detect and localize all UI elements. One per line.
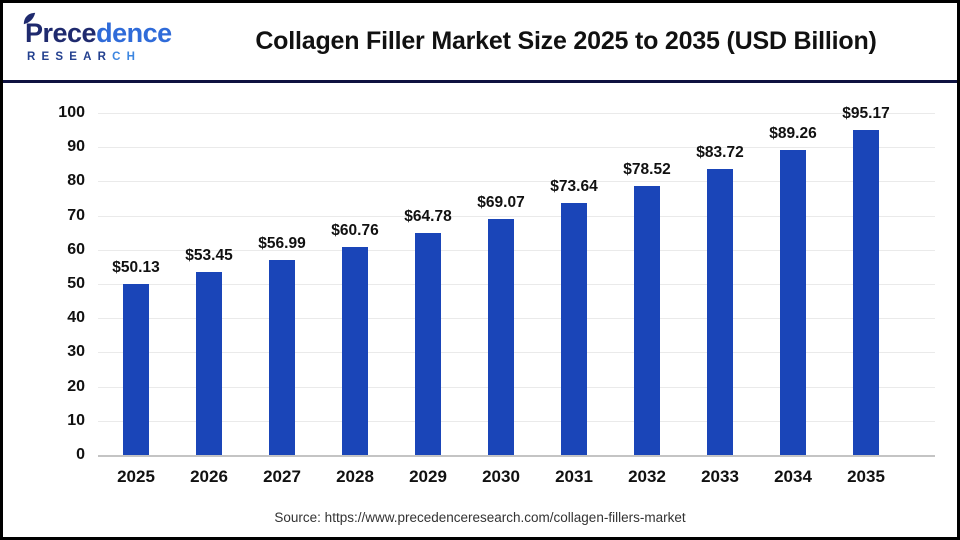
x-tick-label-2030: 2030 [482, 467, 520, 486]
gridline [98, 181, 935, 183]
bar-2032 [634, 186, 660, 455]
value-label-2032: $78.52 [623, 161, 671, 179]
y-tick-label: 60 [67, 240, 85, 258]
value-label-2026: $53.45 [185, 247, 233, 265]
bar-2027 [269, 260, 295, 455]
page-title: Collagen Filler Market Size 2025 to 2035… [255, 27, 877, 55]
gridline [98, 215, 935, 217]
y-tick-label: 10 [67, 411, 85, 429]
x-axis-line [98, 455, 935, 457]
bar-2028 [342, 247, 368, 455]
x-tick-label-2034: 2034 [774, 467, 812, 486]
gridline [98, 352, 935, 354]
precedence-research-logo: Precedence RESEARCH [23, 12, 195, 64]
bar-2035 [853, 129, 879, 455]
source-citation: Source: https://www.precedenceresearch.c… [274, 510, 686, 525]
x-tick-label-2029: 2029 [409, 467, 447, 486]
gridline [98, 284, 935, 285]
value-label-2029: $64.78 [404, 208, 452, 226]
bar-2025 [123, 283, 149, 455]
y-tick-label: 0 [76, 446, 85, 463]
bar-2031 [561, 203, 587, 455]
x-tick-label-2028: 2028 [336, 467, 374, 486]
value-label-2035: $95.17 [842, 104, 890, 122]
bar-2030 [488, 218, 514, 455]
x-tick-label-2026: 2026 [190, 467, 228, 486]
y-tick-label: 40 [67, 309, 85, 327]
y-tick-label: 30 [67, 343, 85, 361]
header: Precedence RESEARCH Collagen Filler Mark… [3, 3, 957, 80]
value-label-2025: $50.13 [112, 258, 160, 276]
x-tick-label-2025: 2025 [117, 467, 155, 486]
value-label-2034: $89.26 [769, 124, 817, 142]
y-tick-label: 90 [67, 138, 85, 156]
x-tick-label-2031: 2031 [555, 467, 593, 486]
y-tick-label: 50 [67, 275, 85, 292]
y-tick-label: 20 [67, 377, 85, 395]
gridline [98, 420, 935, 422]
y-tick-label: 80 [67, 172, 85, 190]
value-label-2028: $60.76 [331, 222, 379, 240]
bar-2026 [196, 272, 222, 455]
logo-sub-blue: CH [112, 50, 142, 63]
y-tick-label: 70 [67, 206, 85, 224]
logo-text-blue: dence [96, 17, 172, 48]
x-tick-label-2032: 2032 [628, 467, 666, 486]
bar-chart: Source: https://www.precedenceresearch.c… [3, 83, 957, 537]
x-tick-label-2027: 2027 [263, 467, 301, 486]
value-label-2030: $69.07 [477, 193, 525, 211]
value-label-2033: $83.72 [696, 143, 744, 161]
bar-2033 [707, 168, 733, 455]
value-label-2031: $73.64 [550, 178, 598, 196]
gridline [98, 249, 935, 251]
logo-text-navy: Prece [25, 17, 97, 48]
leaf-icon [23, 12, 36, 24]
logo-subtitle: RESEARCH [25, 50, 195, 64]
header-divider [3, 80, 957, 83]
logo-sub-navy: RESEAR [27, 50, 113, 63]
value-label-2027: $56.99 [258, 235, 306, 253]
y-tick-label: 100 [58, 104, 85, 121]
bar-2029 [415, 233, 441, 455]
logo-wordmark: Precedence [23, 12, 195, 48]
gridline [98, 318, 935, 320]
gridline [98, 386, 935, 388]
x-tick-label-2033: 2033 [701, 467, 739, 486]
x-tick-label-2035: 2035 [847, 467, 885, 486]
bar-2034 [780, 149, 806, 455]
gridline [98, 147, 935, 149]
gridline [98, 113, 935, 114]
